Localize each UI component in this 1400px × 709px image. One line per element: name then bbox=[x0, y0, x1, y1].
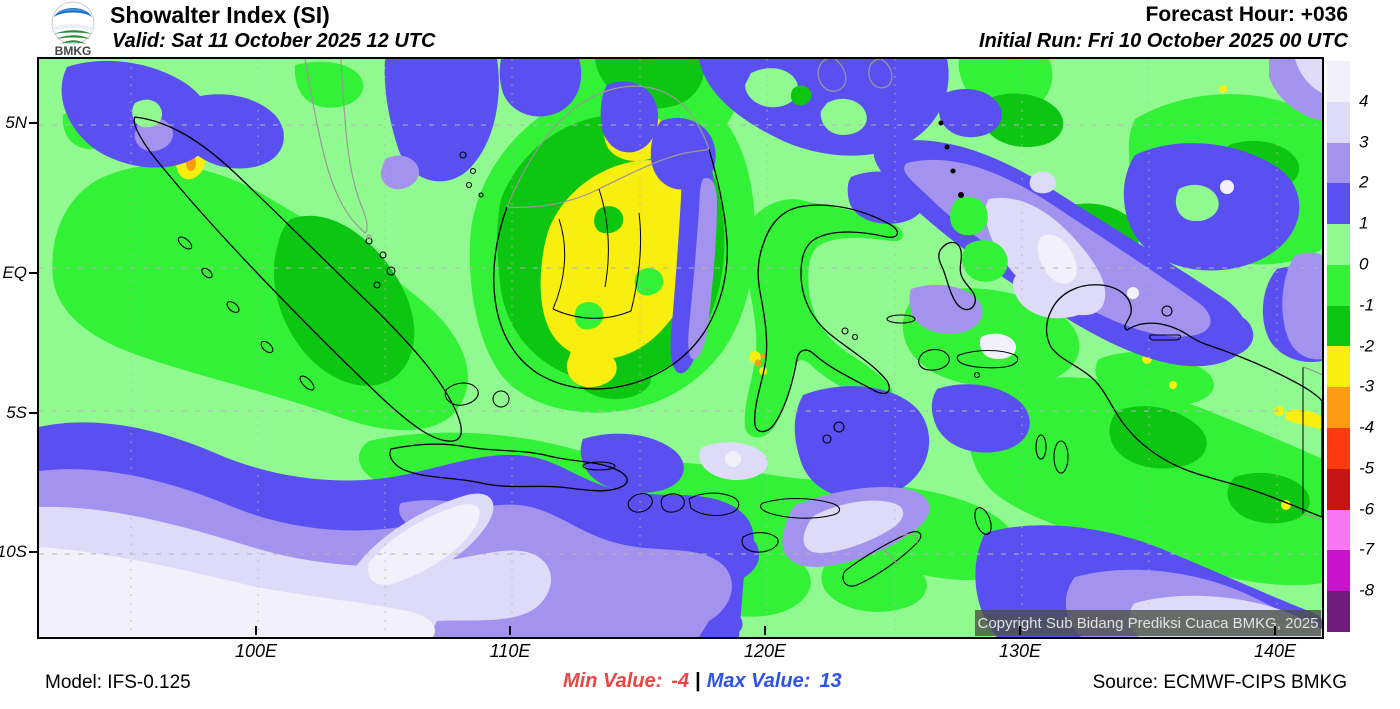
max-value-label: Max Value: bbox=[706, 670, 811, 692]
minmax-separator: | bbox=[695, 670, 701, 692]
colorbar-tick-label: 1 bbox=[1359, 213, 1369, 233]
x-axis-label: 110E bbox=[489, 641, 531, 661]
x-axis-tick bbox=[1274, 626, 1276, 635]
x-axis-label: 130E bbox=[998, 641, 1042, 661]
colorbar-cell bbox=[1327, 61, 1350, 102]
map-frame: Copyright Sub Bidang Prediksi Cuaca BMKG… bbox=[37, 57, 1324, 639]
y-axis-tick bbox=[29, 122, 37, 124]
colorbar-cell bbox=[1327, 305, 1350, 347]
colorbar-cell bbox=[1327, 264, 1350, 306]
colorbar-cell bbox=[1327, 428, 1350, 469]
y-axis-tick bbox=[29, 272, 37, 274]
valid-time: Valid: Sat 11 October 2025 12 UTC bbox=[112, 30, 436, 52]
x-axis-label: 140E bbox=[1253, 641, 1297, 661]
colorbar-cell bbox=[1327, 183, 1350, 225]
colorbar-cell bbox=[1327, 509, 1350, 551]
colorbar-cell bbox=[1327, 550, 1350, 592]
y-axis-tick bbox=[29, 551, 37, 553]
x-axis-label: 120E bbox=[743, 641, 787, 661]
page-title: Showalter Index (SI) bbox=[110, 2, 330, 28]
y-axis-tick bbox=[29, 412, 37, 414]
coastlines bbox=[133, 59, 1322, 587]
colorbar-tick-label: -1 bbox=[1359, 295, 1375, 315]
colorbar-tick-label: -4 bbox=[1359, 417, 1375, 437]
colorbar-cell bbox=[1327, 346, 1350, 388]
colorbar bbox=[1327, 61, 1350, 632]
colorbar-cell bbox=[1327, 387, 1350, 429]
bmkg-logo-text: BMKG bbox=[55, 44, 92, 57]
x-axis-tick bbox=[509, 626, 511, 635]
colorbar-tick-label: -2 bbox=[1359, 336, 1375, 356]
map-canvas bbox=[39, 59, 1322, 637]
min-value-label: Min Value: bbox=[563, 670, 663, 692]
source-label: Source: ECMWF-CIPS BMKG bbox=[1092, 672, 1347, 693]
colorbar-cell bbox=[1327, 101, 1350, 143]
colorbar-cell bbox=[1327, 591, 1350, 632]
colorbar-tick-label: 4 bbox=[1359, 91, 1369, 111]
x-axis-tick bbox=[764, 626, 766, 635]
initial-run: Initial Run: Fri 10 October 2025 00 UTC bbox=[979, 30, 1348, 52]
colorbar-tick-label: -3 bbox=[1359, 376, 1375, 396]
colorbar-tick-label: 2 bbox=[1359, 172, 1369, 192]
x-axis-tick bbox=[255, 626, 257, 635]
colorbar-tick-label: -7 bbox=[1359, 540, 1375, 560]
colorbar-tick-label: -6 bbox=[1359, 499, 1375, 519]
y-axis-label: 5N bbox=[5, 113, 27, 132]
max-value: 13 bbox=[819, 670, 842, 692]
model-label: Model: IFS-0.125 bbox=[45, 672, 191, 693]
min-value: -4 bbox=[671, 670, 690, 692]
colorbar-tick-label: 0 bbox=[1359, 254, 1369, 274]
bmkg-logo: BMKG bbox=[51, 1, 95, 57]
minmax-line: Min Value: -4 | Max Value: 13 bbox=[563, 670, 842, 693]
colorbar-tick-label: -8 bbox=[1359, 580, 1375, 600]
colorbar-cell bbox=[1327, 468, 1350, 510]
y-axis-label: 5S bbox=[6, 403, 27, 422]
x-axis-tick bbox=[1019, 626, 1021, 635]
colorbar-cell bbox=[1327, 224, 1350, 265]
y-axis-label: 10S bbox=[0, 542, 27, 561]
forecast-hour: Forecast Hour: +036 bbox=[1145, 3, 1349, 26]
colorbar-tick-label: -5 bbox=[1359, 458, 1375, 478]
colorbar-tick-label: 3 bbox=[1359, 132, 1369, 152]
y-axis-label: EQ bbox=[2, 263, 27, 282]
contour-field bbox=[39, 59, 1322, 637]
colorbar-cell bbox=[1327, 142, 1350, 184]
copyright-watermark: Copyright Sub Bidang Prediksi Cuaca BMKG… bbox=[975, 610, 1321, 636]
x-axis-label: 100E bbox=[234, 641, 278, 661]
